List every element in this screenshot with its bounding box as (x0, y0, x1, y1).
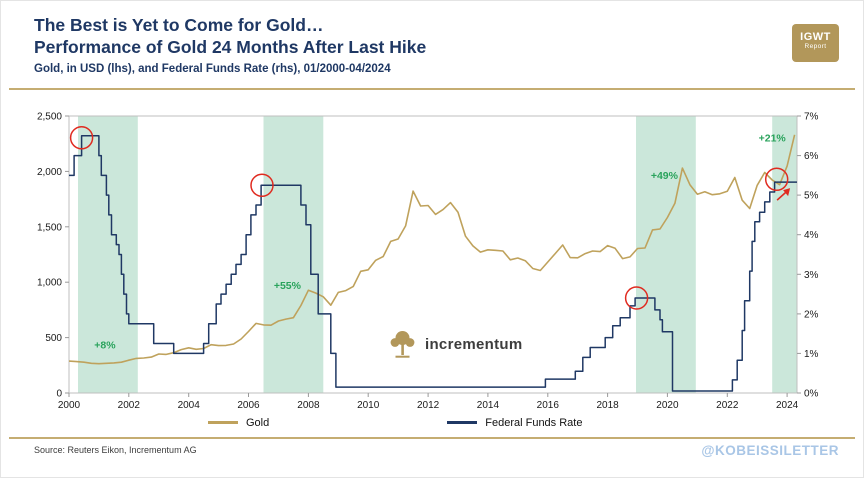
svg-text:0: 0 (56, 388, 62, 399)
svg-text:1,000: 1,000 (37, 277, 62, 288)
divider-bottom (9, 436, 855, 439)
svg-text:6%: 6% (804, 151, 819, 162)
svg-text:2010: 2010 (357, 400, 380, 410)
svg-text:2,000: 2,000 (37, 167, 62, 178)
chart-area: 0 500 1,000 1,500 2,000 2,500 0% 1% 2% 3% 4% 5% 6% 7%… (1, 108, 863, 410)
svg-text:+49%: +49% (651, 170, 679, 182)
legend-item-gold: Gold (208, 417, 269, 429)
logo-text-igwt: IGWT (800, 31, 831, 43)
svg-text:1%: 1% (804, 349, 819, 360)
svg-text:2008: 2008 (297, 400, 320, 410)
svg-text:3%: 3% (804, 270, 819, 281)
svg-text:0%: 0% (804, 388, 819, 399)
svg-text:2014: 2014 (477, 400, 500, 410)
igwt-report-logo: IGWT Report (792, 24, 839, 62)
page-title-line2: Performance of Gold 24 Months After Last… (34, 37, 427, 58)
svg-text:5%: 5% (804, 190, 819, 201)
divider-top (9, 87, 855, 90)
svg-text:2016: 2016 (537, 400, 560, 410)
svg-text:2018: 2018 (596, 400, 619, 410)
fed-funds-line-swatch (447, 421, 478, 425)
svg-text:2006: 2006 (237, 400, 260, 410)
svg-text:2000: 2000 (58, 400, 81, 410)
header: The Best is Yet to Come for Gold… Perfor… (1, 1, 863, 75)
svg-text:+8%: +8% (94, 339, 116, 351)
svg-text:7%: 7% (804, 111, 819, 122)
logo-text-report: Report (804, 43, 827, 50)
source-text: Source: Reuters Eikon, Incrementum AG (34, 445, 197, 456)
twitter-handle: @KOBEISSILETTER (701, 442, 839, 458)
svg-text:2002: 2002 (118, 400, 141, 410)
footer: Source: Reuters Eikon, Incrementum AG @K… (1, 440, 863, 458)
svg-text:4%: 4% (804, 230, 819, 241)
legend-label-gold: Gold (246, 416, 270, 429)
chart-subtitle: Gold, in USD (lhs), and Federal Funds Ra… (34, 62, 391, 75)
svg-text:2020: 2020 (656, 400, 679, 410)
svg-text:500: 500 (45, 333, 62, 344)
svg-text:2022: 2022 (716, 400, 739, 410)
legend-label-fed-funds: Federal Funds Rate (485, 416, 583, 429)
svg-text:2004: 2004 (178, 400, 201, 410)
gold-line-swatch (208, 421, 238, 425)
chart-svg: 0 500 1,000 1,500 2,000 2,500 0% 1% 2% 3% 4% 5% 6% 7%… (37, 111, 819, 410)
svg-text:+21%: +21% (759, 132, 787, 144)
svg-text:2%: 2% (804, 309, 819, 320)
svg-text:2,500: 2,500 (37, 111, 62, 122)
svg-text:+55%: +55% (274, 280, 302, 292)
legend-item-fed-funds-rate: Federal Funds Rate (447, 417, 582, 429)
page-title-line1: The Best is Yet to Come for Gold… (34, 15, 324, 35)
svg-text:1,500: 1,500 (37, 222, 62, 233)
svg-text:2024: 2024 (776, 400, 799, 410)
legend: Gold Federal Funds Rate (1, 410, 863, 436)
svg-text:2012: 2012 (417, 400, 440, 410)
title-block: The Best is Yet to Come for Gold… Perfor… (34, 14, 426, 75)
